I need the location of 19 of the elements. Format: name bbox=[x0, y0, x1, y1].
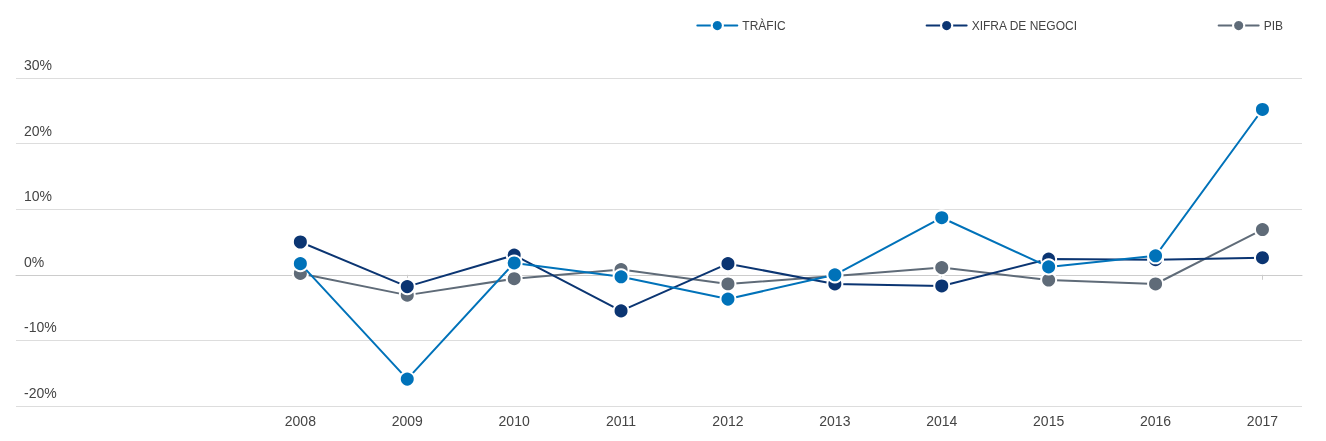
y-tick-label: 10% bbox=[24, 188, 53, 205]
x-tick-label: 2009 bbox=[391, 413, 424, 429]
x-tick-label: 2008 bbox=[284, 413, 317, 429]
x-tick-label: 2017 bbox=[1246, 413, 1279, 429]
legend-label: TRÀFIC bbox=[742, 17, 786, 33]
x-tick-label: 2016 bbox=[1139, 413, 1172, 429]
legend-label: PIB bbox=[1263, 18, 1283, 33]
x-tick-label: 2015 bbox=[1033, 413, 1065, 429]
x-tick-label: 2013 bbox=[819, 413, 851, 429]
x-tick-label: 2012 bbox=[712, 413, 744, 429]
x-tick-label: 2014 bbox=[926, 413, 958, 429]
x-tick-label: 2011 bbox=[606, 413, 637, 429]
x-tick-label: 2010 bbox=[498, 413, 530, 429]
y-tick-label: 20% bbox=[24, 122, 53, 139]
y-tick-label: -20% bbox=[24, 385, 57, 401]
y-tick-label: 30% bbox=[24, 57, 53, 73]
y-tick-label: 0% bbox=[24, 253, 45, 270]
legend-label: XIFRA DE NEGOCI bbox=[971, 18, 1077, 33]
y-tick-label: -10% bbox=[24, 319, 57, 336]
